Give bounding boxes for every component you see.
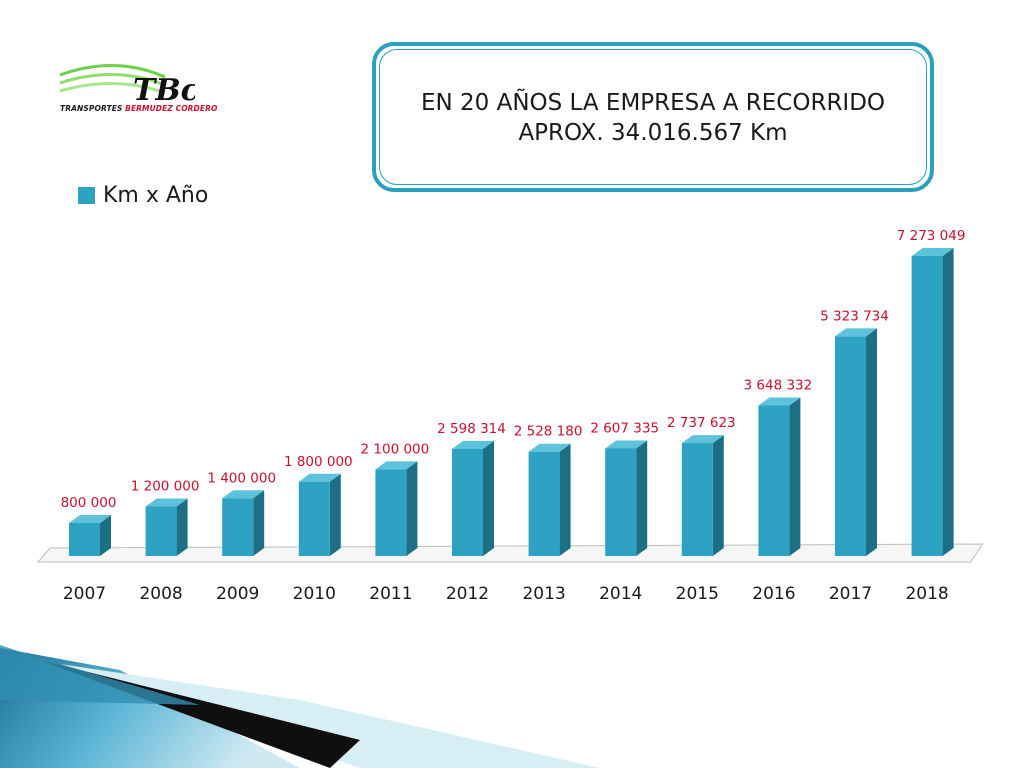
x-tick-label: 2012 [446,584,489,604]
bar-side [483,440,494,556]
bar-side [636,440,648,556]
bar-top [375,461,418,470]
title-line-2: APROX. 34.016.567 Km [518,120,788,146]
bar [298,481,330,556]
data-label: 2 598 314 [437,421,506,437]
x-tick-label: 2007 [63,584,106,604]
page-title: EN 20 AÑOS LA EMPRESA A RECORRIDO APROX.… [376,88,930,148]
bar [145,506,177,556]
chart-floor [36,543,984,563]
data-label: 2 737 623 [667,415,736,431]
title-box: EN 20 AÑOS LA EMPRESA A RECORRIDO APROX.… [372,42,934,192]
x-tick-label: 2010 [293,584,336,604]
bar-side [253,490,265,556]
bar-top [145,498,188,507]
data-label: 1 400 000 [207,470,276,486]
bar [758,405,790,556]
bar-side [406,461,418,556]
legend-swatch [78,187,95,204]
bar-top [452,440,494,449]
bar-top [758,397,801,406]
x-tick-label: 2011 [369,584,412,604]
bar [528,451,560,556]
bar [452,448,483,556]
bar-side [866,328,877,556]
data-label: 2 607 335 [590,420,659,436]
logo-mark: TBc [133,73,195,108]
bar [69,523,100,556]
x-tick-label: 2013 [522,584,565,604]
bar-top [681,435,724,444]
bar-top [911,248,954,256]
bar [375,469,407,556]
chart-legend: Km x Año [78,183,208,208]
data-label: 3 648 332 [744,378,813,394]
bar-side [329,473,341,556]
bar-side [176,498,188,556]
bar-side [789,397,801,556]
company-logo: TBc [59,63,195,108]
legend-label: Km x Año [103,183,209,208]
data-label: 800 000 [61,495,117,511]
x-tick-label: 2014 [599,584,642,604]
bar-top [605,440,648,449]
x-tick-label: 2017 [829,584,872,604]
bar-top [528,443,571,452]
bar-top [222,490,265,499]
bar [835,336,866,556]
bar-side [942,248,954,556]
data-label: 5 323 734 [820,308,889,324]
bar-side [712,435,724,556]
logo-company-name: TRANSPORTES BERMUDEZ CORDERO [60,104,218,113]
data-label: 7 273 049 [897,228,966,244]
data-label: 1 200 000 [131,479,200,495]
x-tick-label: 2016 [752,584,795,604]
x-tick-label: 2008 [139,584,182,604]
bar [222,498,254,556]
bar [911,256,943,556]
x-tick-label: 2009 [216,584,259,604]
bar-top [69,515,111,524]
bar-side [100,515,111,556]
data-label: 1 800 000 [284,454,353,470]
bar-side [559,443,571,556]
bar [605,448,637,556]
bar-top [835,328,877,337]
data-label: 2 100 000 [361,441,430,457]
x-tick-label: 2015 [676,584,719,604]
title-line-1: EN 20 AÑOS LA EMPRESA A RECORRIDO [420,90,886,116]
bar-top [298,473,341,482]
bar [681,443,713,556]
x-tick-label: 2018 [905,584,948,604]
data-label: 2 528 180 [514,424,583,440]
